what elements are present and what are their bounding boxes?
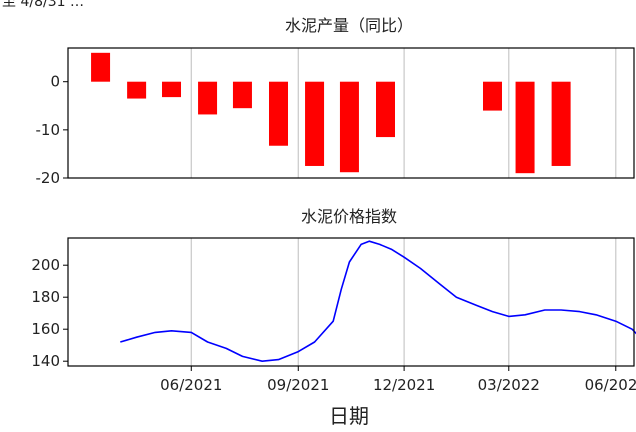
plot-frame xyxy=(67,237,635,367)
chart-title: 水泥价格指数 xyxy=(301,207,397,226)
y-tick-label: 180 xyxy=(31,288,60,306)
bar xyxy=(375,81,395,138)
x-tick-label: 09/2021 xyxy=(267,376,329,394)
y-tick-label: 0 xyxy=(50,73,60,91)
x-axis: 06/2021 09/2021 12/2021 03/2022 06/2022 xyxy=(160,366,636,394)
bar xyxy=(198,81,218,115)
series-line-path xyxy=(120,240,636,363)
y-axis: 0 -10 -20 xyxy=(36,73,68,187)
bar xyxy=(305,81,325,166)
bar xyxy=(91,52,111,82)
series-line xyxy=(120,240,636,363)
bar xyxy=(339,81,359,173)
bar xyxy=(162,81,182,98)
bar xyxy=(482,81,502,111)
y-tick-label: 160 xyxy=(31,320,60,338)
y-tick-label: 140 xyxy=(31,352,60,370)
x-tick-label: 06/2022 xyxy=(585,376,636,394)
x-axis-label: 日期 xyxy=(329,404,369,428)
gridlines xyxy=(190,238,617,366)
y-tick-label: -10 xyxy=(36,121,61,139)
x-tick-label: 06/2021 xyxy=(160,376,222,394)
bar xyxy=(232,81,252,109)
y-axis: 140 160 180 200 xyxy=(31,256,68,370)
plot-frame xyxy=(67,47,635,179)
price-index-chart: 水泥价格指数 140 160 180 200 06/2021 09/2021 12/202… xyxy=(31,207,636,394)
chart-title: 水泥产量（同比） xyxy=(285,16,413,35)
y-tick-label: 200 xyxy=(31,256,60,274)
bars xyxy=(91,52,571,174)
bar xyxy=(551,81,571,166)
bar xyxy=(515,81,535,174)
header-text: 至 4/8/31 … xyxy=(2,0,84,10)
gridlines xyxy=(190,48,617,178)
bar xyxy=(269,81,289,146)
y-tick-label: -20 xyxy=(36,169,61,187)
x-tick-label: 12/2021 xyxy=(373,376,435,394)
x-tick-label: 03/2022 xyxy=(478,376,540,394)
production-yoy-chart: 水泥产量（同比） 0 -10 -20 xyxy=(36,16,635,187)
bar xyxy=(127,81,147,99)
